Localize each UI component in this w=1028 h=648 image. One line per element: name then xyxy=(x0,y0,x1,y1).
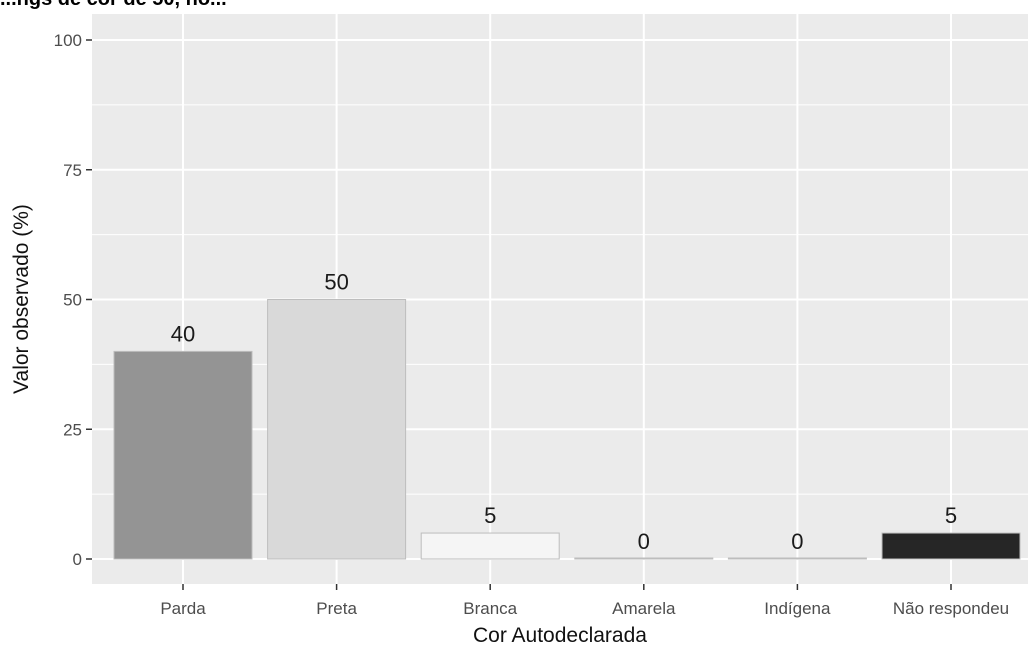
y-tick-label: 50 xyxy=(63,291,82,310)
x-tick-label: Indígena xyxy=(764,599,831,618)
data-label: 40 xyxy=(171,321,195,346)
y-tick-label: 75 xyxy=(63,161,82,180)
data-label: 5 xyxy=(945,503,957,528)
x-tick-label: Branca xyxy=(463,599,517,618)
y-tick-label: 25 xyxy=(63,420,82,439)
bar-branca xyxy=(420,532,560,560)
bar-preta xyxy=(267,299,407,560)
x-tick-label: Preta xyxy=(316,599,357,618)
data-label: 0 xyxy=(791,529,803,554)
y-tick-label: 0 xyxy=(73,550,82,569)
y-axis-label: Valor observado (%) xyxy=(10,204,33,394)
data-label: 0 xyxy=(638,529,650,554)
bar-amarela xyxy=(574,557,714,560)
bar-n-o-respondeu xyxy=(881,532,1021,560)
y-tick-label: 100 xyxy=(54,31,82,50)
data-label: 50 xyxy=(324,270,348,295)
x-tick-label: Amarela xyxy=(612,599,676,618)
bar-parda xyxy=(113,350,253,560)
x-tick-label: Não respondeu xyxy=(893,599,1009,618)
data-label: 5 xyxy=(484,503,496,528)
x-tick-label: Parda xyxy=(160,599,206,618)
x-axis-label: Cor Autodeclarada xyxy=(473,624,647,647)
bar-ind-gena xyxy=(727,557,867,560)
chart-title-fragment: ...ngs de cor de 50, no... xyxy=(0,0,227,11)
